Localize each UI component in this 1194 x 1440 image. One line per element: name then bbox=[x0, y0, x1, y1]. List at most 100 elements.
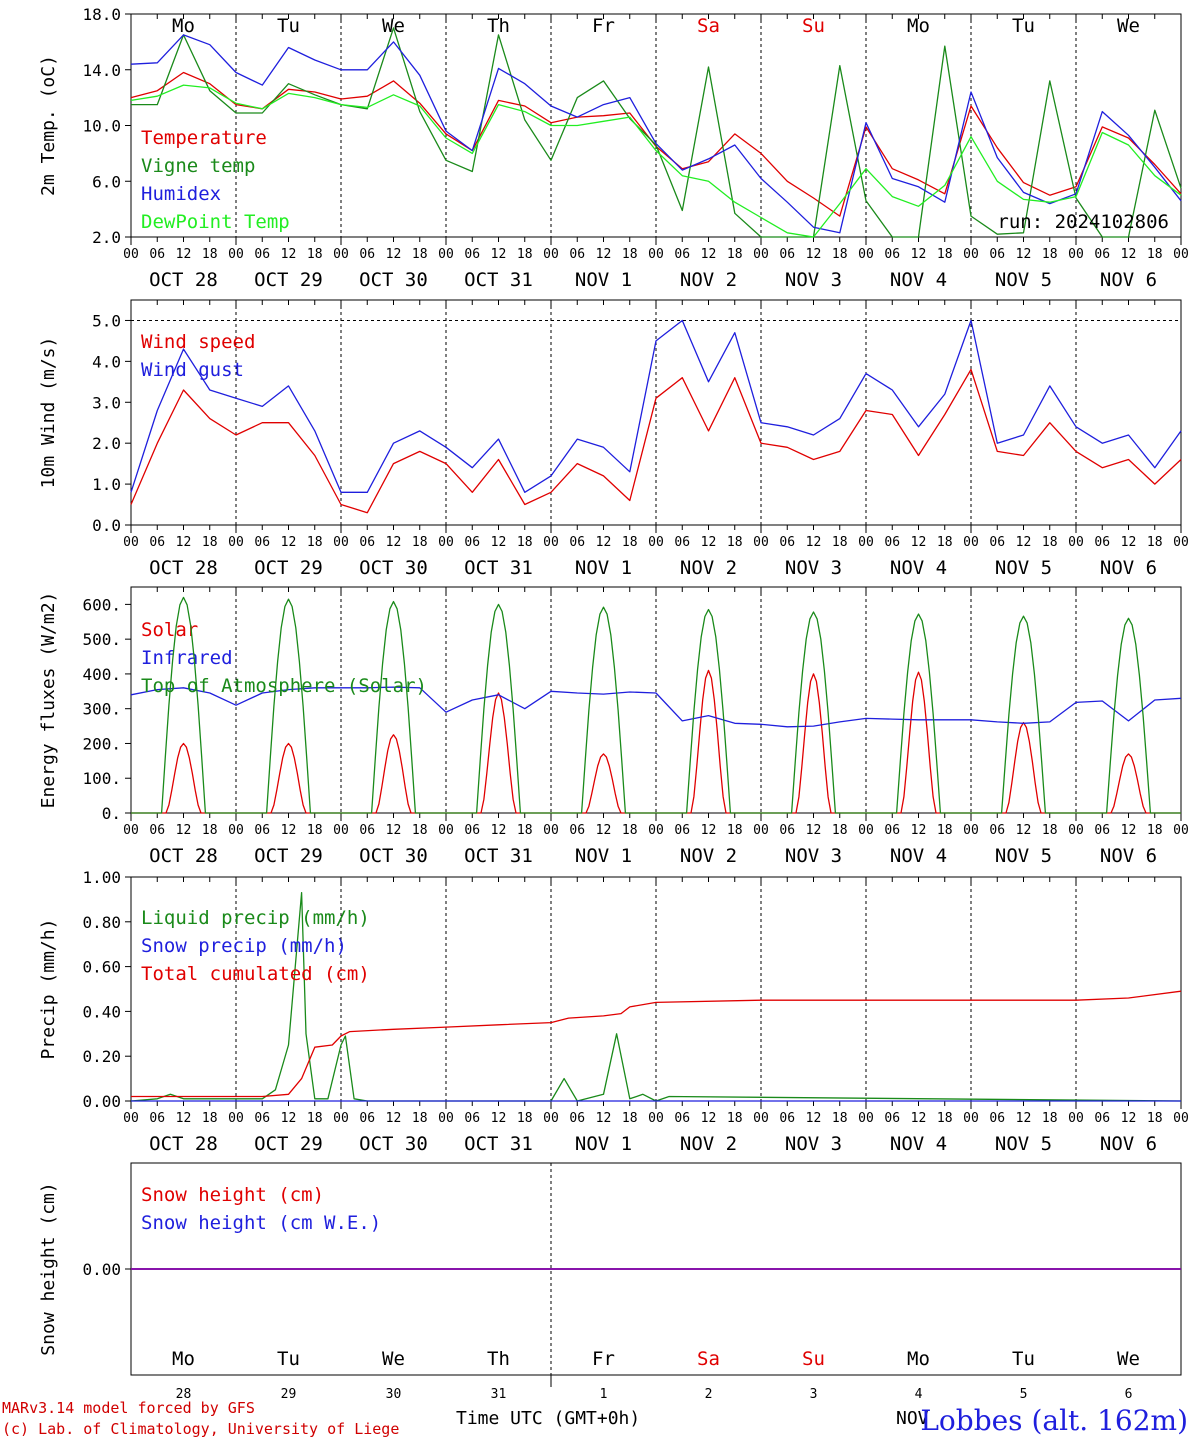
x-tick-label: 12 bbox=[491, 247, 507, 262]
y-tick-label: 14.0 bbox=[82, 61, 121, 80]
weekday-label: Mo bbox=[172, 15, 195, 37]
x-tick-label: 12 bbox=[1121, 1111, 1137, 1126]
x-tick-label: 00 bbox=[438, 535, 454, 550]
x-tick-label: 06 bbox=[884, 823, 900, 838]
panel-1: 2.0 6.0 10.0 14.0 18.0 2m Temp. (oC) 00 06 12 18 0… bbox=[38, 5, 1189, 291]
y-tick-label: 0.60 bbox=[82, 958, 121, 977]
date-label: OCT 31 bbox=[464, 557, 533, 579]
x-tick-label: 00 bbox=[438, 247, 454, 262]
date-label: OCT 28 bbox=[149, 269, 218, 291]
weekday-label: Sa bbox=[697, 1348, 720, 1370]
day-number: 1 bbox=[600, 1387, 608, 1402]
x-tick-label: 00 bbox=[858, 823, 874, 838]
x-tick-label: 12 bbox=[176, 535, 192, 550]
x-tick-label: 18 bbox=[622, 823, 638, 838]
x-tick-label: 06 bbox=[254, 823, 270, 838]
x-tick-label: 06 bbox=[674, 247, 690, 262]
day-number: 2 bbox=[705, 1387, 713, 1402]
date-label: NOV 3 bbox=[785, 269, 842, 291]
x-tick-label: 18 bbox=[412, 823, 428, 838]
day-number: 31 bbox=[491, 1387, 507, 1402]
day-number: 28 bbox=[176, 1387, 192, 1402]
x-tick-label: 18 bbox=[412, 535, 428, 550]
weekday-label: Tu bbox=[1012, 15, 1035, 37]
x-tick-label: 18 bbox=[1147, 247, 1163, 262]
date-label: NOV 6 bbox=[1100, 845, 1157, 867]
x-tick-label: 00 bbox=[753, 535, 769, 550]
x-tick-label: 18 bbox=[307, 247, 323, 262]
x-tick-label: 00 bbox=[438, 823, 454, 838]
y-tick-label: 0.0 bbox=[92, 516, 121, 535]
x-tick-label: 00 bbox=[543, 247, 559, 262]
date-label: OCT 28 bbox=[149, 1133, 218, 1155]
date-label: NOV 4 bbox=[890, 845, 947, 867]
x-tick-label: 00 bbox=[753, 1111, 769, 1126]
date-label: OCT 30 bbox=[359, 845, 428, 867]
y-tick-label: 200. bbox=[82, 734, 121, 753]
x-tick-label: 00 bbox=[963, 535, 979, 550]
y-axis-label: 2m Temp. (oC) bbox=[38, 55, 59, 196]
legend-entry: Solar bbox=[141, 619, 198, 641]
legend-entry: Top of Atmosphere (Solar) bbox=[141, 675, 427, 697]
weekday-label: Sa bbox=[697, 15, 720, 37]
x-tick-label: 18 bbox=[727, 823, 743, 838]
legend-entry: Wind speed bbox=[141, 331, 255, 353]
series-line-wind-gust bbox=[130, 319, 1182, 493]
x-tick-label: 18 bbox=[517, 535, 533, 550]
x-tick-label: 06 bbox=[254, 247, 270, 262]
plot-frame bbox=[130, 299, 1182, 526]
x-tick-label: 06 bbox=[569, 823, 585, 838]
x-tick-label: 00 bbox=[963, 1111, 979, 1126]
y-tick-label: 3.0 bbox=[92, 393, 121, 412]
date-label: OCT 28 bbox=[149, 845, 218, 867]
x-tick-label: 18 bbox=[1147, 823, 1163, 838]
x-tick-label: 00 bbox=[228, 247, 244, 262]
x-tick-label: 00 bbox=[228, 535, 244, 550]
x-tick-label: 06 bbox=[779, 1111, 795, 1126]
legend-entry: Wind gust bbox=[141, 359, 244, 381]
legend-entry: Liquid precip (mm/h) bbox=[141, 907, 370, 929]
x-tick-label: 00 bbox=[1068, 1111, 1084, 1126]
date-label: OCT 31 bbox=[464, 845, 533, 867]
y-tick-label: 0. bbox=[102, 804, 121, 823]
x-tick-label: 18 bbox=[517, 823, 533, 838]
series-line-liquid-precip-mm-h- bbox=[130, 892, 1182, 1102]
weekday-label: Th bbox=[487, 15, 510, 37]
y-tick-label: 4.0 bbox=[92, 352, 121, 371]
legend-entry: Temperature bbox=[141, 127, 267, 149]
date-label: NOV 2 bbox=[680, 845, 737, 867]
x-tick-label: 12 bbox=[1121, 823, 1137, 838]
x-tick-label: 00 bbox=[543, 535, 559, 550]
x-tick-label: 00 bbox=[123, 247, 139, 262]
x-tick-label: 00 bbox=[1068, 535, 1084, 550]
x-tick-label: 12 bbox=[491, 1111, 507, 1126]
y-tick-label: 500. bbox=[82, 630, 121, 649]
x-tick-label: 00 bbox=[228, 823, 244, 838]
y-tick-label: 6.0 bbox=[92, 172, 121, 191]
x-tick-label: 12 bbox=[596, 823, 612, 838]
x-tick-label: 00 bbox=[1173, 823, 1189, 838]
footer-line-2: (c) Lab. of Climatology, University of L… bbox=[2, 1420, 399, 1438]
x-tick-label: 12 bbox=[1016, 823, 1032, 838]
run-label: run: 2024102806 bbox=[997, 211, 1169, 233]
x-tick-label: 12 bbox=[1121, 247, 1137, 262]
x-tick-label: 12 bbox=[911, 823, 927, 838]
x-tick-label: 18 bbox=[832, 1111, 848, 1126]
x-tick-label: 12 bbox=[1016, 535, 1032, 550]
x-tick-label: 00 bbox=[1068, 823, 1084, 838]
x-tick-label: 12 bbox=[281, 823, 297, 838]
x-tick-label: 06 bbox=[359, 1111, 375, 1126]
x-tick-label: 06 bbox=[464, 1111, 480, 1126]
x-tick-label: 12 bbox=[1121, 535, 1137, 550]
x-tick-label: 18 bbox=[202, 247, 218, 262]
day-number: 5 bbox=[1020, 1387, 1028, 1402]
date-label: NOV 6 bbox=[1100, 1133, 1157, 1155]
x-tick-label: 12 bbox=[281, 247, 297, 262]
x-tick-label: 06 bbox=[569, 1111, 585, 1126]
x-tick-label: 18 bbox=[1147, 1111, 1163, 1126]
day-number: 4 bbox=[915, 1387, 923, 1402]
x-tick-label: 12 bbox=[701, 1111, 717, 1126]
x-tick-label: 00 bbox=[438, 1111, 454, 1126]
y-tick-label: 0.40 bbox=[82, 1002, 121, 1021]
x-tick-label: 12 bbox=[386, 535, 402, 550]
